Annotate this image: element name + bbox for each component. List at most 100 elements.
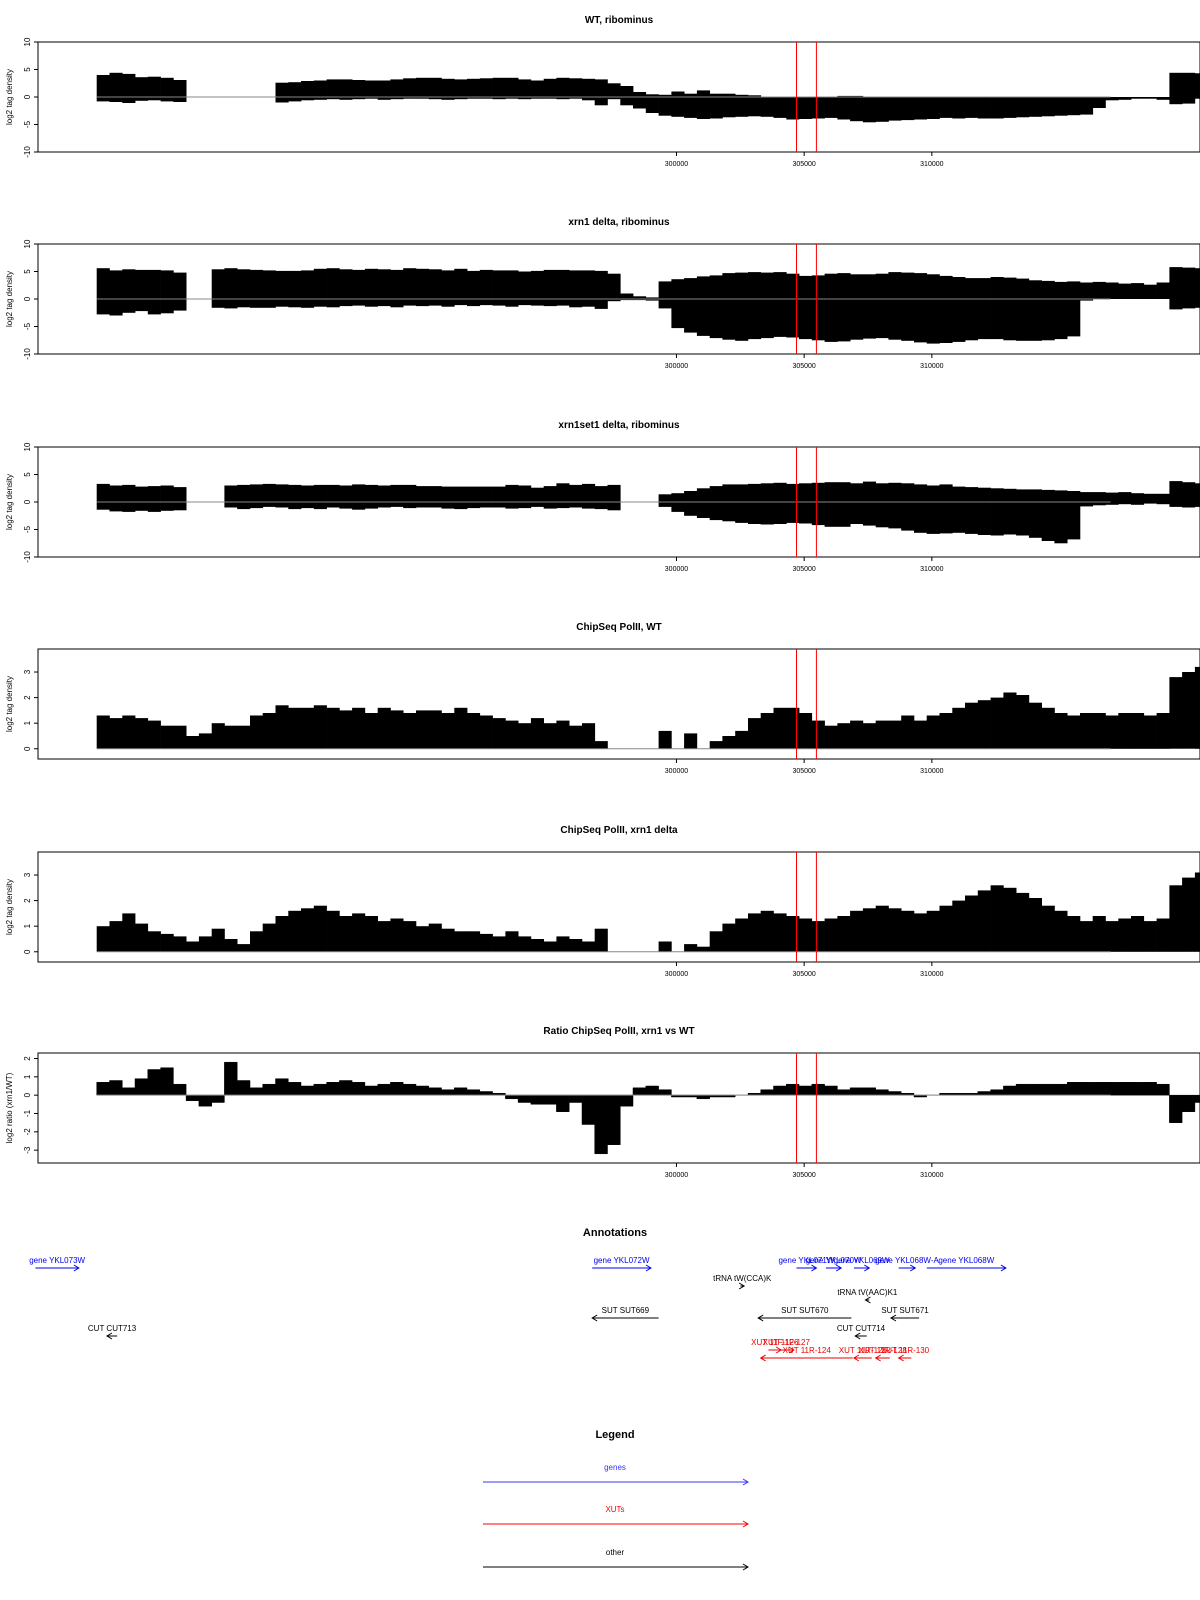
bar-reverse bbox=[582, 97, 596, 101]
bar-reverse bbox=[467, 97, 481, 99]
data-marks bbox=[96, 1061, 1200, 1155]
bar-reverse bbox=[96, 502, 110, 510]
bar-reverse bbox=[862, 502, 876, 526]
bar-forward bbox=[467, 486, 481, 502]
bar-forward bbox=[875, 905, 889, 952]
bar-forward bbox=[364, 484, 378, 502]
bar-forward bbox=[773, 482, 787, 503]
bar-forward bbox=[901, 910, 915, 952]
bar-reverse bbox=[607, 299, 621, 302]
bar-forward bbox=[1016, 695, 1030, 749]
bar-forward bbox=[313, 80, 327, 97]
bar-forward bbox=[377, 485, 391, 502]
bar-forward bbox=[556, 269, 570, 299]
bar-forward bbox=[352, 913, 366, 952]
arrowhead-icon bbox=[645, 1264, 652, 1272]
bar-forward bbox=[479, 715, 493, 749]
x-tick-label: 310000 bbox=[920, 566, 943, 573]
bar-forward bbox=[224, 485, 238, 502]
feature-gene-ykl073w: gene YKL073W bbox=[29, 1256, 86, 1272]
bar-forward bbox=[428, 486, 442, 502]
arrowhead-icon bbox=[864, 1296, 871, 1304]
x-tick-label: 300000 bbox=[665, 768, 688, 775]
arrowhead-icon bbox=[852, 1354, 860, 1362]
feature-trna-tw-cca-k: tRNA tW(CCA)K bbox=[713, 1274, 772, 1290]
bar-forward bbox=[569, 484, 583, 502]
x-tick-label: 305000 bbox=[792, 768, 815, 775]
bar-forward bbox=[735, 918, 749, 952]
y-axis-label: log2 ratio (xrn1/WT) bbox=[5, 1072, 14, 1143]
bar-reverse bbox=[952, 97, 966, 119]
arrowhead-icon bbox=[874, 1354, 881, 1362]
bar-forward bbox=[416, 77, 430, 98]
bar-reverse bbox=[977, 502, 991, 535]
x-tick-label: 305000 bbox=[792, 1172, 815, 1179]
feature-label: CUT CUT713 bbox=[88, 1324, 137, 1333]
bar-forward bbox=[530, 270, 544, 299]
bar-reverse bbox=[339, 299, 353, 307]
bar-reverse bbox=[620, 299, 634, 301]
bar-forward bbox=[1092, 916, 1106, 952]
bar-reverse bbox=[594, 97, 608, 106]
bar-forward bbox=[441, 270, 455, 299]
bar-reverse bbox=[735, 299, 749, 341]
bar-forward bbox=[390, 918, 404, 952]
bar-reverse bbox=[173, 299, 187, 311]
bar-reverse bbox=[364, 97, 378, 99]
feature-label: XUT 11F-127 bbox=[763, 1338, 811, 1347]
bar-forward bbox=[186, 941, 200, 952]
bar-forward bbox=[952, 277, 966, 299]
bar-forward bbox=[492, 718, 506, 749]
bar-forward bbox=[135, 923, 149, 952]
bar-reverse bbox=[237, 502, 251, 510]
bar-reverse bbox=[607, 502, 621, 511]
y-tick-label: 0 bbox=[23, 499, 32, 504]
bar-forward bbox=[364, 916, 378, 952]
bar-forward bbox=[965, 487, 979, 502]
bar-forward bbox=[914, 273, 928, 299]
track-6: Ratio ChipSeq PolII, xrn1 vs WT -3 -2 -1 0 1 2… bbox=[5, 1026, 1200, 1179]
bar-forward bbox=[901, 483, 915, 502]
bar-reverse bbox=[224, 502, 238, 508]
bar-reverse bbox=[977, 299, 991, 340]
bar-reverse bbox=[837, 97, 851, 120]
bar-forward bbox=[160, 933, 174, 952]
bar-reverse bbox=[799, 502, 813, 524]
bar-forward bbox=[377, 921, 391, 952]
bar-reverse bbox=[1092, 502, 1106, 506]
bar-forward bbox=[1118, 918, 1132, 952]
bar-forward bbox=[607, 484, 621, 502]
bar-forward bbox=[505, 77, 519, 98]
bar-forward bbox=[135, 77, 149, 97]
bar-reverse bbox=[748, 502, 762, 524]
bar-forward bbox=[786, 273, 800, 299]
bar-forward bbox=[96, 715, 110, 749]
bar-reverse bbox=[262, 502, 276, 507]
bar-forward bbox=[339, 916, 353, 952]
bar-forward bbox=[1156, 713, 1170, 749]
bar-reverse bbox=[173, 502, 187, 511]
x-tick-label: 310000 bbox=[920, 161, 943, 168]
bar-forward bbox=[926, 485, 940, 502]
y-tick-label: 2 bbox=[23, 898, 32, 903]
bar-forward bbox=[722, 736, 736, 749]
bar-forward bbox=[926, 910, 940, 952]
bar-reverse bbox=[479, 299, 493, 306]
feature-xut-11f-127: XUT 11F-127 bbox=[763, 1338, 811, 1354]
feature-label: gene YKL070W bbox=[806, 1256, 862, 1265]
bar-forward bbox=[1003, 887, 1017, 952]
bar-reverse bbox=[1016, 502, 1030, 536]
bar-reverse bbox=[339, 97, 353, 100]
bar-forward bbox=[850, 720, 864, 749]
bar-forward bbox=[237, 269, 251, 299]
bar-forward bbox=[1041, 707, 1055, 749]
y-tick-label: 10 bbox=[23, 239, 32, 248]
bar-reverse bbox=[505, 502, 519, 509]
bar-forward bbox=[1067, 281, 1081, 299]
bar-forward bbox=[888, 272, 902, 299]
panel-title: xrn1set1 delta, ribominus bbox=[558, 420, 680, 431]
bar-forward bbox=[748, 718, 762, 749]
bar-forward bbox=[620, 86, 634, 97]
bar-forward bbox=[96, 926, 110, 952]
bar-reverse bbox=[250, 299, 264, 308]
